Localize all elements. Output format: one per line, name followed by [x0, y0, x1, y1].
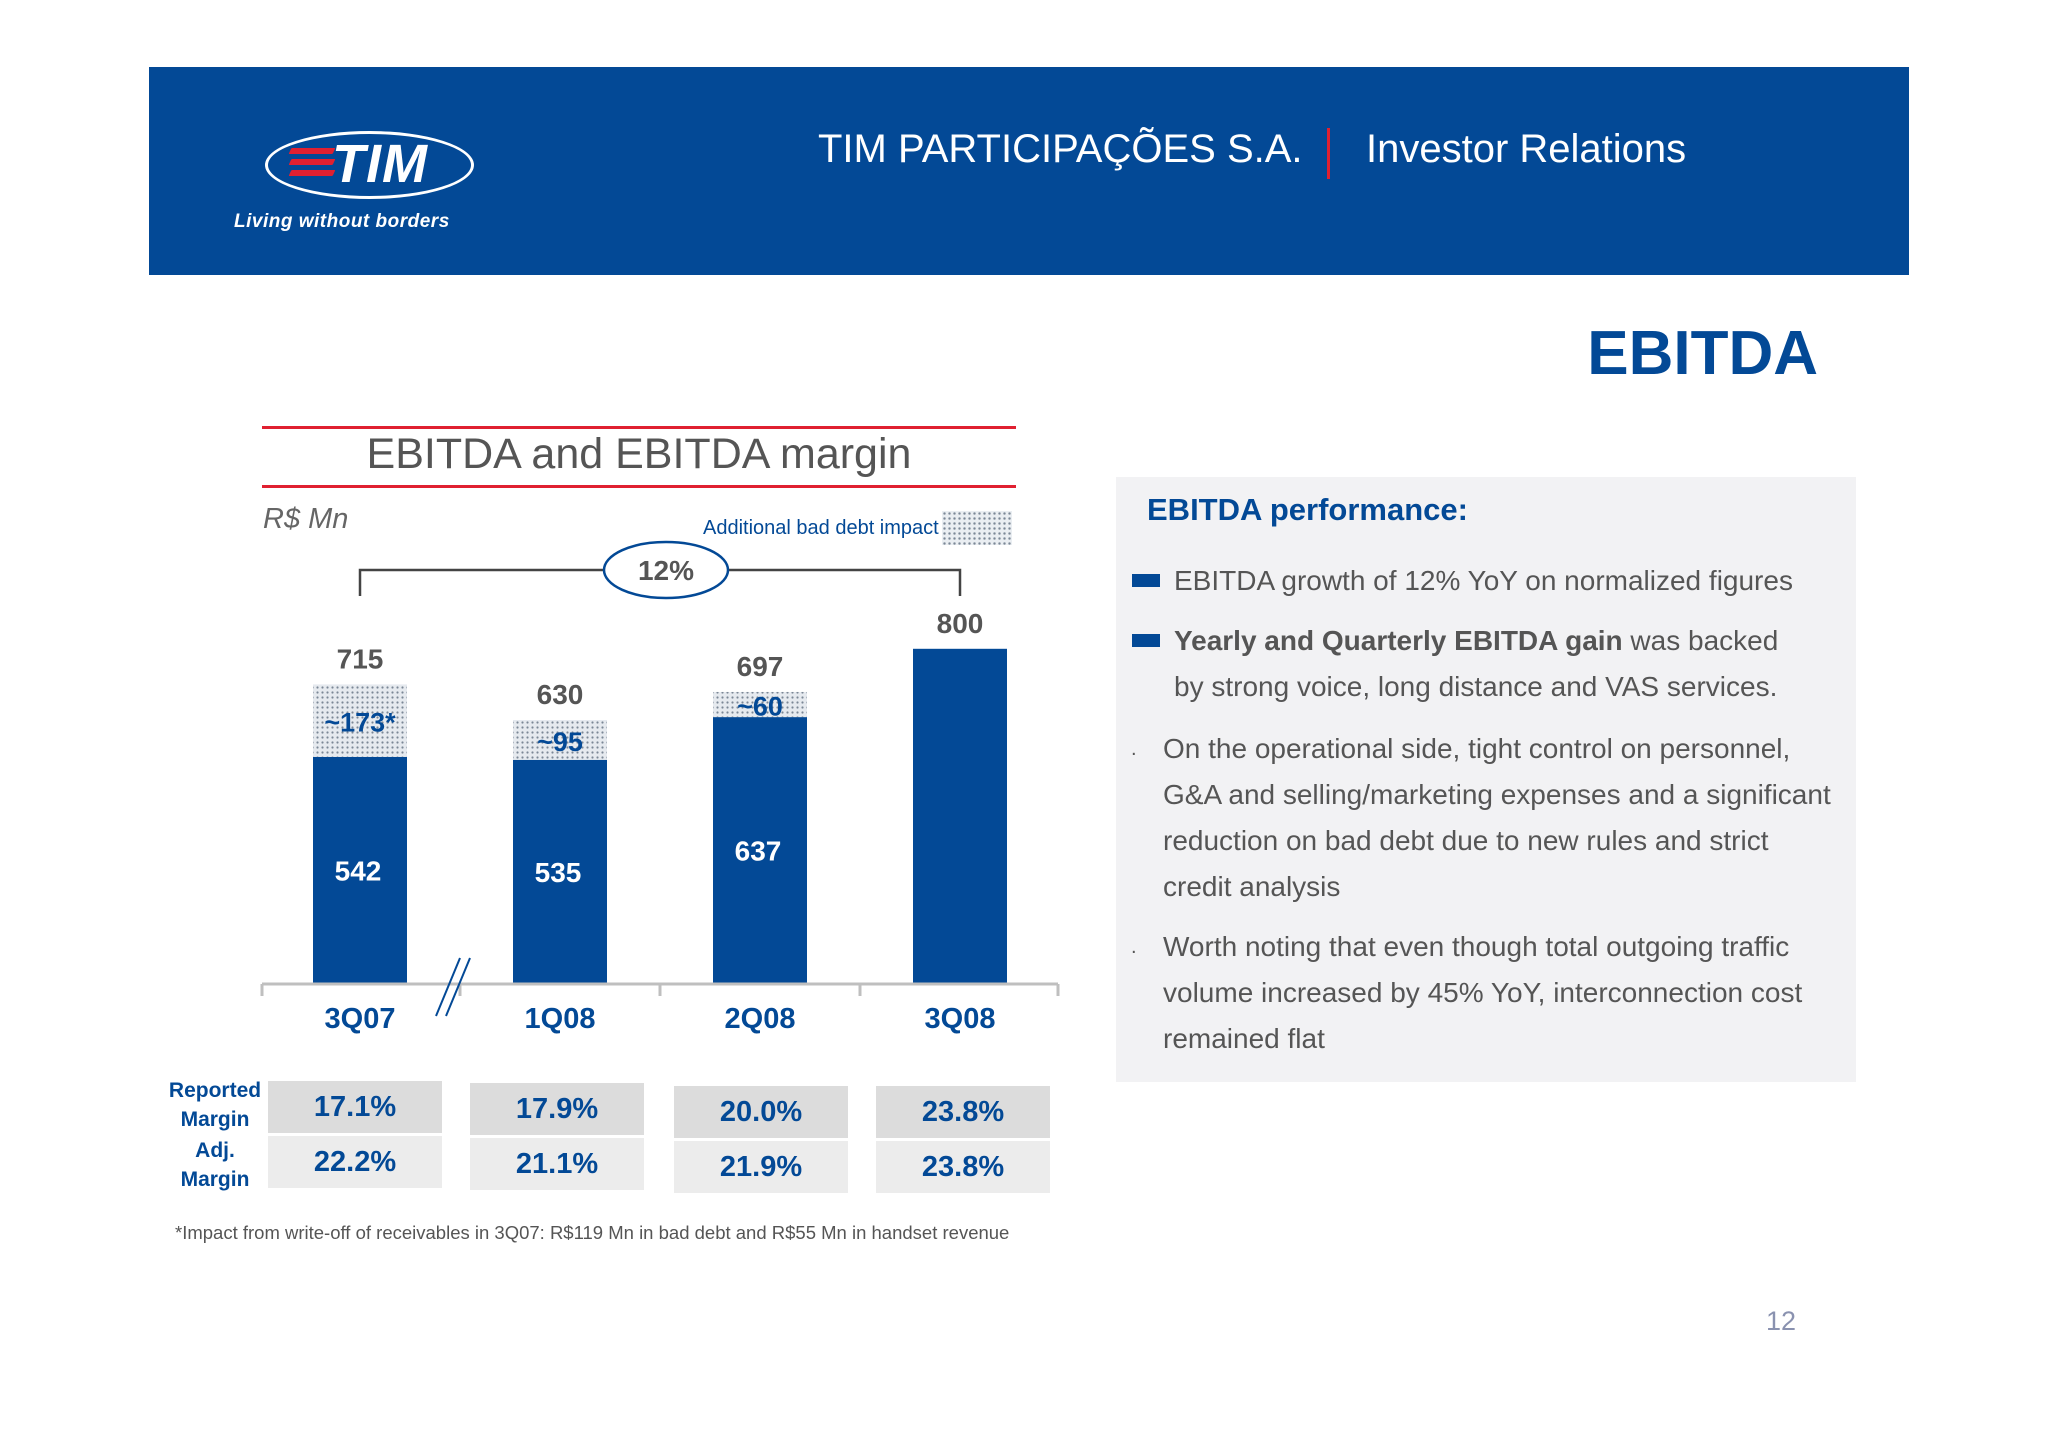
section-name: Investor Relations [1366, 127, 1687, 171]
x-tick-label: 3Q07 [325, 1003, 396, 1035]
company-name: TIM PARTICIPAÇÕES S.A. [818, 127, 1303, 171]
bar-ebitda-2Q08 [713, 717, 807, 984]
x-axis: 3Q07 1Q08 2Q08 3Q08 [260, 957, 1060, 1035]
bar-total-label: 630 [537, 679, 584, 710]
header-band: TIM Living without borders [149, 67, 1909, 275]
bar-ebitda-3Q08 [913, 648, 1007, 984]
dot-bullet-icon: . [1131, 738, 1137, 760]
growth-label: 12% [638, 555, 694, 586]
bar-ebitda-1Q08 [513, 759, 607, 984]
square-bullet-icon [1132, 634, 1160, 647]
chart-unit: R$ Mn [263, 503, 349, 535]
x-tick-label: 1Q08 [525, 1003, 596, 1035]
bullet-bold-text: Yearly and Quarterly EBITDA gain [1174, 625, 1623, 656]
bullet-text: EBITDA growth of 12% YoY on normalized f… [1174, 565, 1793, 596]
x-tick-label: 3Q08 [925, 1003, 996, 1035]
title-rule-top [262, 426, 1016, 429]
reported-margin-cell: 17.1% [268, 1081, 442, 1133]
legend-label: Additional bad debt impact [703, 517, 939, 539]
performance-title: EBITDA performance: [1147, 492, 1468, 527]
bad-debt-label: ~95 [537, 727, 583, 757]
bar-bad-debt-2Q08 [713, 691, 807, 718]
logo-oval [265, 131, 474, 199]
axis-break-icon [435, 957, 471, 1017]
bar-total-label: 697 [737, 651, 784, 682]
adjusted-margin-cell: 21.9% [674, 1141, 848, 1193]
bar-bad-debt-3Q07 [313, 684, 407, 757]
x-tick-label: 2Q08 [725, 1003, 796, 1035]
bar-value-label: 535 [535, 857, 582, 888]
reported-margin-cell: 20.0% [674, 1086, 848, 1138]
dot-bullet-icon: . [1131, 936, 1137, 958]
logo-tagline: Living without borders [234, 211, 450, 232]
bar-ebitda-3Q07 [313, 756, 407, 984]
bad-debt-label: ~173* [324, 708, 396, 738]
bullet-text: On the operational side, tight control o… [1163, 733, 1831, 902]
page-number: 12 [1766, 1306, 1797, 1336]
reported-margin-cell: 17.9% [470, 1083, 644, 1135]
title-rule-bottom [262, 485, 1016, 488]
bar-total-label: 715 [337, 643, 384, 674]
logo-wordmark: TIM [332, 134, 428, 194]
square-bullet-icon [1132, 574, 1160, 587]
adjusted-margin-cell: 21.1% [470, 1138, 644, 1190]
adjusted-margin-label: Adj. Margin [180, 1139, 250, 1191]
bar-bad-debt-1Q08 [513, 720, 607, 760]
performance-panel: EBITDA performance: EBITDA growth of 12%… [1116, 477, 1856, 1082]
chart-title: EBITDA and EBITDA margin [366, 430, 912, 478]
growth-badge [602, 540, 730, 600]
adjusted-margin-cell: 22.2% [268, 1136, 442, 1188]
bar-value-label: 637 [735, 836, 782, 867]
reported-margin-label: Reported Margin [168, 1079, 262, 1131]
bar-value-label: 542 [335, 855, 382, 886]
bar-total-label: 800 [937, 608, 984, 639]
legend-swatch-bad-debt [942, 511, 1012, 545]
header-separator [1327, 128, 1330, 179]
bullet-text: Worth noting that even though total outg… [1163, 931, 1803, 1054]
reported-margin-cell: 23.8% [876, 1086, 1050, 1138]
bars-group: ~173* 542 715 ~95 535 630 ~60 637 697 800 [313, 608, 1007, 984]
tim-logo: TIM Living without borders [234, 131, 514, 241]
bad-debt-label: ~60 [737, 692, 783, 722]
growth-bracket: 12% [358, 540, 962, 600]
page-title: EBITDA [1587, 319, 1818, 388]
bullet-text: was backed by strong voice, long distanc… [1174, 625, 1779, 702]
footnote: *Impact from write-off of receivables in… [175, 1222, 1010, 1243]
adjusted-margin-cell: 23.8% [876, 1141, 1050, 1193]
